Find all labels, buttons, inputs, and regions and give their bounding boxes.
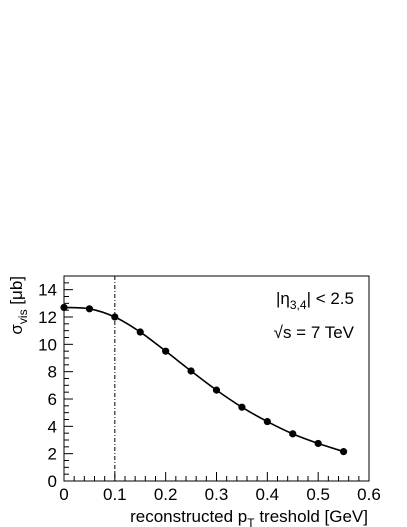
y-tick-label: 0 <box>48 472 57 491</box>
y-tick-label: 2 <box>48 445 57 464</box>
y-tick-label: 8 <box>48 363 57 382</box>
data-point <box>339 448 348 456</box>
data-point <box>289 430 297 438</box>
x-axis: 0 0.1 0.2 0.3 0.4 0.5 0.6 <box>59 472 381 504</box>
x-tick-label: 0.3 <box>205 485 229 504</box>
y-tick-label: 4 <box>48 417 57 436</box>
y-axis: 0 2 4 6 8 10 12 14 <box>38 275 73 491</box>
x-tick-label: 0.4 <box>256 485 280 504</box>
annotation-energy: √s = 7 TeV <box>274 323 355 342</box>
data-point <box>85 305 94 313</box>
x-tick-label: 0 <box>59 485 68 504</box>
y-axis-label: σvis [μb] <box>7 276 30 335</box>
data-point <box>314 439 322 448</box>
y-tick-label: 12 <box>38 308 57 327</box>
data-point <box>212 386 221 394</box>
data-point <box>136 328 144 336</box>
x-tick-label: 0.6 <box>357 485 381 504</box>
y-tick-label: 10 <box>38 335 57 354</box>
data-point <box>187 367 195 375</box>
x-axis-label: reconstructed pT treshold [GeV] <box>130 507 368 527</box>
x-tick-label: 0.1 <box>103 485 127 504</box>
data-point <box>263 417 271 426</box>
data-point <box>162 347 170 355</box>
data-point <box>238 403 246 411</box>
data-point <box>111 313 119 321</box>
data-point <box>60 303 68 312</box>
data-series <box>60 303 348 456</box>
y-tick-label: 14 <box>38 281 57 300</box>
y-tick-label: 6 <box>48 390 57 409</box>
annotation-eta-cut: |η3,4| < 2.5 <box>276 289 354 312</box>
x-tick-label: 0.2 <box>154 485 178 504</box>
x-tick-label: 0.5 <box>306 485 330 504</box>
